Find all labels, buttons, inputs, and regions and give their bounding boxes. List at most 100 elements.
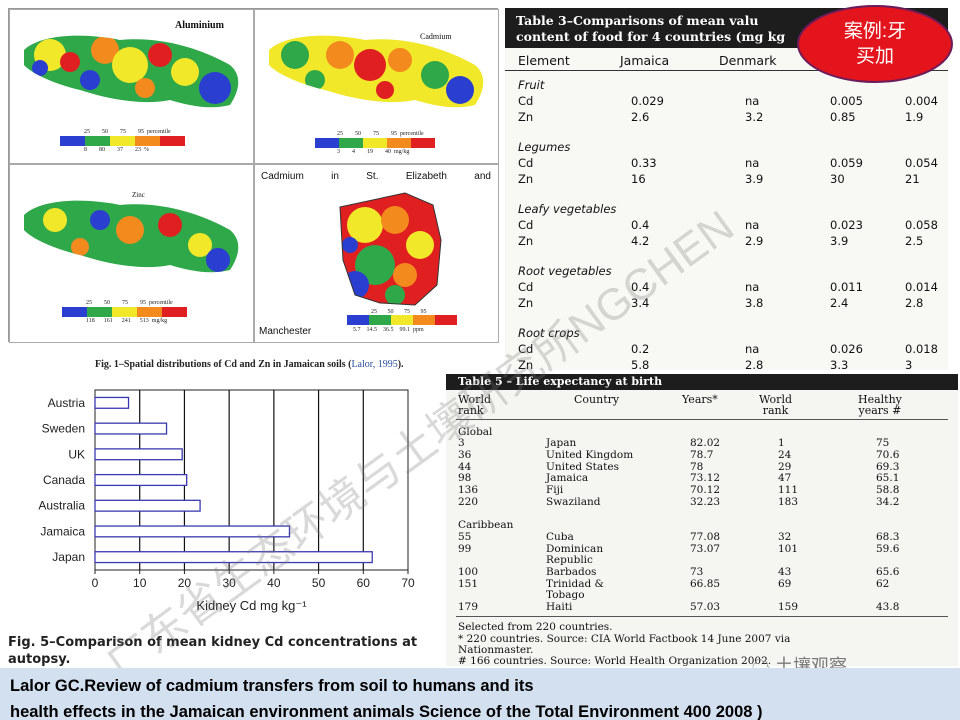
chart-x-tick-label: 50	[312, 576, 326, 590]
table5-global-cell: 65.1	[876, 472, 900, 485]
cadmium-map-title: Cadmium	[420, 32, 452, 41]
table3-cell: na	[745, 156, 760, 170]
fig1-caption: Fig. 1–Spatial distributions of Cd and Z…	[95, 359, 404, 370]
table3-cell: 0.054	[905, 156, 938, 170]
table3-cell: 0.2	[631, 342, 650, 356]
table5-global-cell: 111	[778, 484, 799, 497]
table5-global-cell: 220	[458, 496, 479, 508]
region-map-image	[339, 192, 442, 306]
table5-caribbean-cell: 66.85	[690, 578, 721, 590]
zinc-legend	[62, 307, 187, 317]
table5-caribbean-cell: 99	[458, 543, 472, 555]
table3-cell: Zn	[518, 296, 534, 310]
table3-cell: Cd	[518, 156, 534, 170]
chart-category-label: Sweden	[42, 422, 85, 436]
table5-caribbean-cell: 43.8	[876, 601, 900, 613]
citation-line-1: Lalor GC.Review of cadmium transfers fro…	[10, 677, 534, 695]
table3-cell: Zn	[518, 172, 534, 186]
chart-category-label: UK	[68, 447, 85, 461]
chart-x-tick-label: 70	[401, 576, 415, 590]
region-legend	[347, 315, 457, 325]
table3-group-label: Leafy vegetables	[518, 202, 617, 216]
citation-banner: Lalor GC.Review of cadmium transfers fro…	[0, 668, 960, 720]
table5-caribbean-cell: 77.08	[690, 531, 721, 543]
table3-cell: 0.018	[905, 342, 938, 356]
table3-cell: 0.85	[830, 110, 856, 124]
table3-cell: 30	[830, 172, 845, 186]
table3-col-jamaica: Jamaica	[620, 53, 670, 68]
table5-note-1: Selected from 220 countries.	[458, 621, 613, 633]
table5-global-cell: 3	[458, 437, 465, 449]
table5-head-years: Years*	[682, 393, 718, 406]
table5-caribbean-cell: 59.6	[876, 543, 900, 555]
table5-global-cell: 73.12	[690, 472, 721, 485]
table5-caribbean-cell: 65.6	[876, 566, 900, 578]
chart-category-label: Australia	[38, 499, 85, 513]
table5-global-cell: 69.3	[876, 460, 900, 473]
table5-caribbean-cell: 100	[458, 566, 479, 578]
table5-caribbean-cell: 68.3	[876, 531, 900, 543]
table3-cell: 0.014	[905, 280, 938, 294]
table3-cell: 1.9	[905, 110, 924, 124]
table5-global-cell: 78	[690, 460, 704, 473]
table3-cell: 0.4	[631, 280, 650, 294]
chart-bar	[94, 422, 168, 435]
table3-cell: 3.9	[830, 234, 849, 248]
table5-global-cell: 47	[778, 472, 792, 485]
table5-caribbean-cell: Trinidad &	[546, 578, 604, 590]
chart-category-label: Austria	[48, 396, 86, 410]
table5-caribbean-cell: 73	[690, 566, 704, 578]
table5-global-label: Global	[458, 426, 493, 438]
table5-global-cell: 75	[876, 437, 890, 449]
aluminium-legend	[60, 136, 185, 146]
table5-global-cell: 98	[458, 472, 472, 485]
table3-cell: na	[745, 94, 760, 108]
table3-cell: 0.023	[830, 218, 863, 232]
soil-maps-figure: Aluminium 25 50 75 95 percentile 8 80 37…	[8, 8, 499, 343]
table5-global-cell: 24	[778, 448, 792, 461]
table5-head-country: Country	[574, 393, 620, 406]
chart-x-tick-label: 30	[222, 576, 236, 590]
fig5-caption: Fig. 5–Comparison of mean kidney Cd conc…	[8, 635, 418, 667]
zinc-legend-top: 25 50 75 95 percentile	[86, 300, 173, 306]
table3-cell: Zn	[518, 110, 534, 124]
chart-x-tick-label: 40	[267, 576, 281, 590]
table3-group-label: Legumes	[518, 140, 571, 154]
table3-cell: 5.8	[631, 358, 650, 372]
zinc-legend-bottom: 118 161 241 513 mg/kg	[86, 318, 168, 324]
table5-note-3: Nationmaster.	[458, 644, 534, 656]
table3-cell: 0.011	[830, 280, 863, 294]
aluminium-map-title: Aluminium	[175, 20, 224, 31]
table3-cell: Cd	[518, 218, 534, 232]
table5-caribbean-cell: 179	[458, 601, 479, 613]
table5-global-cell: Fiji	[546, 484, 564, 497]
aluminium-legend-top: 25 50 75 95 percentile	[84, 129, 171, 135]
table5-caribbean-cell: 57.03	[690, 601, 721, 613]
table5-global-cell: 1	[778, 437, 785, 449]
zinc-map-panel: Zinc 25 50 75 95 percentile 118 161 241 …	[9, 164, 254, 343]
table3-cell: 4.2	[631, 234, 650, 248]
table5-global-cell: United States	[546, 460, 619, 473]
aluminium-legend-bottom: 8 80 37 23 %	[84, 147, 149, 153]
table5-caribbean-cell: 43	[778, 566, 792, 578]
table3-cell: Cd	[518, 280, 534, 294]
table5-caribbean-cell: Republic	[546, 554, 593, 566]
table3-cell: 0.058	[905, 218, 938, 232]
table5-note-4: # 166 countries. Source: World Health Or…	[458, 655, 772, 667]
table5-caribbean-cell: Dominican	[546, 543, 604, 555]
table3-group-label: Root crops	[518, 326, 580, 340]
region-map-title: Cadmium in St. Elizabeth and	[261, 171, 491, 182]
table3-cell: 0.004	[905, 94, 938, 108]
table3-cell: 0.005	[830, 94, 863, 108]
chart-bar	[94, 551, 373, 564]
table3-cell: 21	[905, 172, 920, 186]
table5-global-cell: 183	[778, 496, 799, 508]
table3-cell: 3	[905, 358, 913, 372]
table3-cell: 2.6	[631, 110, 650, 124]
chart-x-tick-label: 0	[92, 576, 99, 590]
table5-global-cell: Japan	[546, 437, 577, 449]
chart-category-label: Canada	[43, 473, 85, 487]
table5-global-cell: 136	[458, 484, 479, 497]
table5-caribbean-cell: 55	[458, 531, 472, 543]
chart-category-label: Jamaica	[40, 524, 85, 538]
